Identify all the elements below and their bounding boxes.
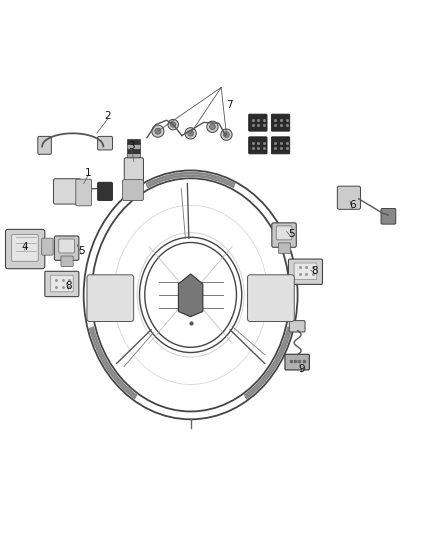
FancyBboxPatch shape [276, 226, 292, 240]
Text: 8: 8 [312, 266, 318, 276]
Text: 3: 3 [128, 141, 135, 151]
FancyBboxPatch shape [38, 136, 51, 154]
FancyBboxPatch shape [98, 182, 113, 200]
FancyBboxPatch shape [12, 235, 38, 261]
Circle shape [152, 125, 164, 138]
Text: 4: 4 [21, 242, 28, 252]
Circle shape [170, 122, 176, 127]
FancyBboxPatch shape [42, 238, 53, 255]
Circle shape [221, 129, 232, 140]
Circle shape [168, 119, 178, 130]
FancyBboxPatch shape [249, 137, 267, 154]
FancyBboxPatch shape [98, 136, 113, 150]
FancyBboxPatch shape [127, 139, 141, 144]
FancyBboxPatch shape [53, 179, 81, 204]
FancyBboxPatch shape [272, 137, 290, 154]
FancyBboxPatch shape [59, 239, 74, 253]
Text: 9: 9 [299, 364, 305, 374]
FancyBboxPatch shape [45, 271, 79, 297]
FancyBboxPatch shape [87, 275, 134, 321]
FancyBboxPatch shape [124, 158, 144, 185]
Circle shape [207, 121, 218, 133]
FancyBboxPatch shape [127, 158, 141, 163]
Circle shape [185, 128, 196, 139]
Circle shape [210, 124, 215, 130]
Text: 5: 5 [288, 229, 294, 239]
FancyBboxPatch shape [247, 275, 294, 321]
Text: 6: 6 [349, 200, 356, 211]
Text: 8: 8 [65, 281, 72, 291]
Polygon shape [178, 274, 203, 317]
FancyBboxPatch shape [6, 229, 45, 269]
FancyBboxPatch shape [272, 114, 290, 131]
FancyBboxPatch shape [294, 263, 317, 280]
FancyBboxPatch shape [249, 114, 267, 131]
FancyBboxPatch shape [289, 321, 305, 332]
Circle shape [155, 128, 161, 134]
FancyBboxPatch shape [61, 256, 73, 266]
FancyBboxPatch shape [279, 243, 290, 253]
Circle shape [223, 132, 229, 138]
Text: 5: 5 [78, 246, 85, 256]
FancyBboxPatch shape [127, 153, 141, 158]
FancyBboxPatch shape [337, 186, 360, 209]
FancyBboxPatch shape [76, 179, 92, 206]
Text: 2: 2 [104, 111, 111, 121]
FancyBboxPatch shape [288, 259, 322, 285]
FancyBboxPatch shape [127, 148, 141, 154]
FancyBboxPatch shape [123, 180, 144, 200]
Text: 1: 1 [85, 168, 92, 177]
FancyBboxPatch shape [285, 354, 309, 370]
Text: 7: 7 [226, 100, 233, 110]
FancyBboxPatch shape [272, 223, 296, 247]
FancyBboxPatch shape [54, 236, 79, 261]
FancyBboxPatch shape [381, 208, 396, 224]
FancyBboxPatch shape [50, 275, 73, 292]
Circle shape [188, 131, 194, 136]
FancyBboxPatch shape [127, 143, 141, 149]
